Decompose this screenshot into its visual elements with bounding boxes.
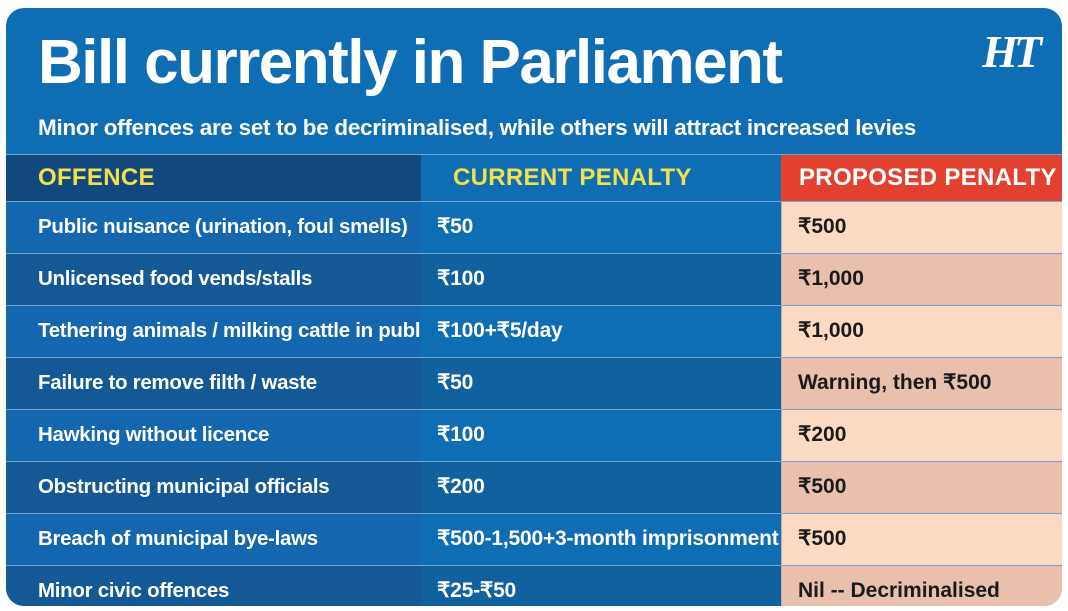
proposed-penalty-cell: ₹500 <box>781 462 1062 513</box>
offence-cell: Failure to remove filth / waste <box>6 358 421 409</box>
table-header-row: OFFENCE CURRENT PENALTY PROPOSED PENALTY <box>6 155 1062 201</box>
proposed-penalty-cell: Warning, then ₹500 <box>781 358 1062 409</box>
table-row: Unlicensed food vends/stalls ₹100 ₹1,000 <box>6 253 1062 305</box>
page-subtitle: Minor offences are set to be decriminali… <box>38 115 916 140</box>
current-penalty-cell: ₹500-1,500+3-month imprisonment <box>421 514 781 565</box>
proposed-penalty-cell: ₹500 <box>781 202 1062 253</box>
proposed-penalty-cell: ₹500 <box>781 514 1062 565</box>
offence-cell: Unlicensed food vends/stalls <box>6 254 421 305</box>
penalty-table: OFFENCE CURRENT PENALTY PROPOSED PENALTY… <box>6 154 1062 606</box>
header-proposed-penalty: PROPOSED PENALTY <box>781 155 1062 201</box>
table-row: Hawking without licence ₹100 ₹200 <box>6 409 1062 461</box>
header-offence: OFFENCE <box>6 155 421 201</box>
offence-cell: Tethering animals / milking cattle in pu… <box>6 306 421 357</box>
current-penalty-cell: ₹100 <box>421 410 781 461</box>
offence-cell: Minor civic offences <box>6 566 421 606</box>
offence-cell: Breach of municipal bye-laws <box>6 514 421 565</box>
table-row: Minor civic offences ₹25-₹50 Nil -- Decr… <box>6 565 1062 606</box>
table-row: Breach of municipal bye-laws ₹500-1,500+… <box>6 513 1062 565</box>
infographic-card: Bill currently in Parliament HT Minor of… <box>6 8 1062 606</box>
table-row: Obstructing municipal officials ₹200 ₹50… <box>6 461 1062 513</box>
current-penalty-cell: ₹25-₹50 <box>421 566 781 606</box>
offence-cell: Public nuisance (urination, foul smells) <box>6 202 421 253</box>
table-row: Failure to remove filth / waste ₹50 Warn… <box>6 357 1062 409</box>
current-penalty-cell: ₹50 <box>421 358 781 409</box>
proposed-penalty-cell: Nil -- Decriminalised <box>781 566 1062 606</box>
proposed-penalty-cell: ₹1,000 <box>781 306 1062 357</box>
ht-logo: HT <box>982 26 1042 77</box>
proposed-penalty-cell: ₹200 <box>781 410 1062 461</box>
offence-cell: Obstructing municipal officials <box>6 462 421 513</box>
page-title: Bill currently in Parliament <box>38 28 783 97</box>
header-current-penalty: CURRENT PENALTY <box>421 155 781 201</box>
current-penalty-cell: ₹100 <box>421 254 781 305</box>
current-penalty-cell: ₹200 <box>421 462 781 513</box>
table-row: Tethering animals / milking cattle in pu… <box>6 305 1062 357</box>
table-row: Public nuisance (urination, foul smells)… <box>6 201 1062 253</box>
offence-cell: Hawking without licence <box>6 410 421 461</box>
current-penalty-cell: ₹100+₹5/day <box>421 306 781 357</box>
current-penalty-cell: ₹50 <box>421 202 781 253</box>
proposed-penalty-cell: ₹1,000 <box>781 254 1062 305</box>
